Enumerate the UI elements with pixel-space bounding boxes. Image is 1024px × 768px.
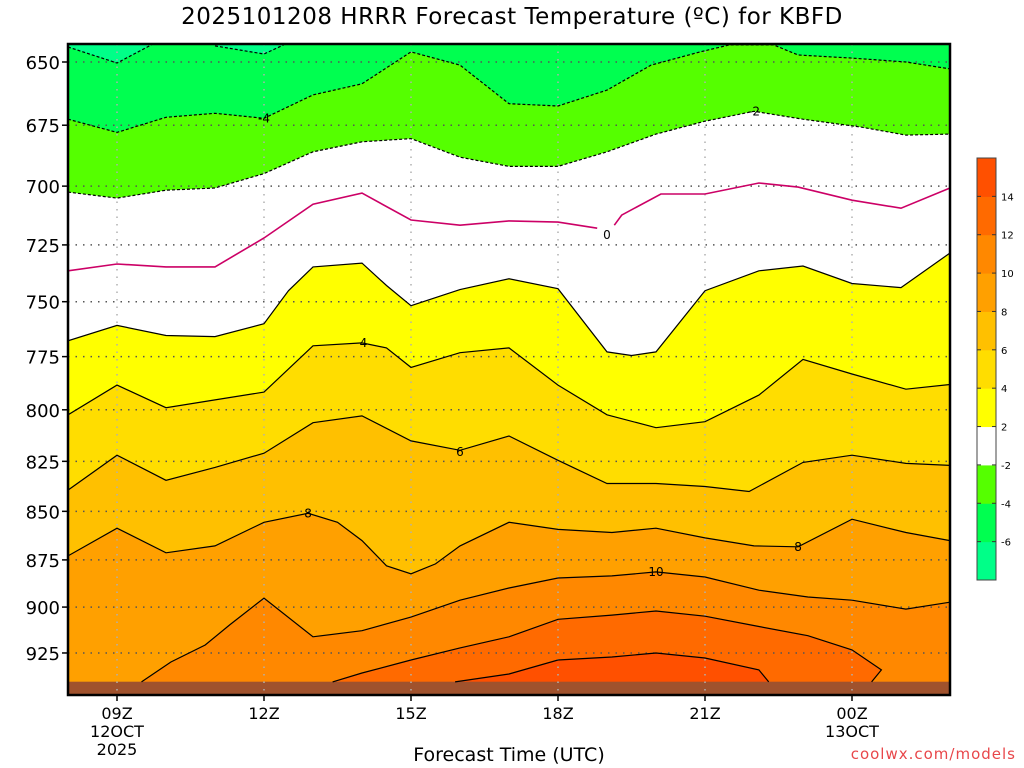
contour-label: 0 — [603, 228, 611, 242]
contour-line-6 — [68, 415, 950, 493]
contour-line-0 — [68, 192, 598, 272]
contour-line-0 — [613, 182, 950, 226]
colorbar-band — [977, 541, 996, 581]
contour-line-12 — [332, 610, 883, 683]
contour-line-14 — [455, 652, 770, 683]
colorbar-band — [977, 388, 996, 428]
x-tick-label: 15Z — [395, 704, 426, 723]
contour-line--2 — [68, 110, 950, 199]
colorbar-band — [977, 234, 996, 274]
contour-label: 10 — [648, 565, 663, 579]
band-fill--6 — [215, 44, 284, 54]
watermark-link[interactable]: coolwx.com/models — [850, 745, 1016, 763]
colorbar-band — [977, 273, 996, 312]
colorbar-band — [977, 503, 996, 543]
colorbar-label: 4 — [1001, 384, 1007, 395]
y-tick-label: 700 — [26, 177, 60, 198]
contour-label: 6 — [456, 445, 464, 459]
contour-label: 8 — [794, 540, 802, 554]
y-tick-label: 850 — [26, 502, 60, 523]
contour-line-2 — [68, 252, 950, 357]
x-tick-label: 09Z — [101, 704, 132, 723]
chart-title: 2025101208 HRRR Forecast Temperature (ºC… — [181, 4, 843, 30]
y-tick-label: 825 — [26, 452, 60, 473]
y-tick-label: 775 — [26, 348, 60, 369]
colorbar-band — [977, 196, 996, 236]
contour-line--6 — [68, 44, 152, 64]
colorbar-label: 8 — [1001, 307, 1007, 318]
y-tick-label: 875 — [26, 551, 60, 572]
x-axis-label: Forecast Time (UTC) — [413, 744, 605, 766]
x-tick-label: 2025 — [97, 740, 138, 759]
contour-line--4 — [68, 44, 950, 134]
contour-label: -4 — [258, 111, 270, 125]
y-tick-label: 750 — [26, 293, 60, 314]
y-tick-label: 800 — [26, 401, 60, 422]
colorbar-band — [977, 158, 996, 197]
x-tick-label: 18Z — [542, 704, 573, 723]
x-tick-label: 12Z — [248, 704, 279, 723]
colorbar-band — [977, 464, 996, 504]
colorbar-label: -2 — [1001, 461, 1011, 472]
contour-line-8 — [68, 512, 950, 575]
y-tick-label: 925 — [26, 644, 60, 665]
y-tick-label: 725 — [26, 236, 60, 257]
colorbar-label: 2 — [1001, 423, 1007, 434]
colorbar-band — [977, 426, 996, 466]
colorbar-label: 10 — [1001, 269, 1014, 280]
plot-area: -4 -2 0 4 6 8 8 10 — [68, 44, 950, 695]
contour-label: 4 — [360, 336, 368, 350]
colorbar-label: 6 — [1001, 346, 1007, 357]
contour-line-10 — [141, 571, 950, 683]
contour-label: -2 — [748, 104, 760, 118]
colorbar-band — [977, 311, 996, 351]
colorbar-label: -6 — [1001, 538, 1011, 549]
colorbar-label: -4 — [1001, 499, 1011, 510]
x-tick-label: 13OCT — [825, 722, 879, 741]
plot-frame — [66, 42, 952, 697]
colorbar-label: 12 — [1001, 231, 1014, 242]
band-fill--6 — [68, 44, 152, 64]
y-tick-label: 650 — [26, 53, 60, 74]
colorbar-frame — [976, 157, 997, 581]
contour-label: 8 — [304, 506, 312, 520]
contour-line--6 — [214, 44, 284, 55]
y-tick-label: 675 — [26, 116, 60, 137]
x-tick-label: 21Z — [689, 704, 720, 723]
ground-terrain — [68, 681, 950, 695]
x-tick-label: 00Z — [836, 704, 867, 723]
contour-line-4 — [68, 342, 950, 429]
colorbar-band — [977, 349, 996, 389]
x-tick-label: 12OCT — [90, 722, 144, 741]
colorbar-label: 14 — [1001, 192, 1014, 203]
y-tick-label: 900 — [26, 598, 60, 619]
